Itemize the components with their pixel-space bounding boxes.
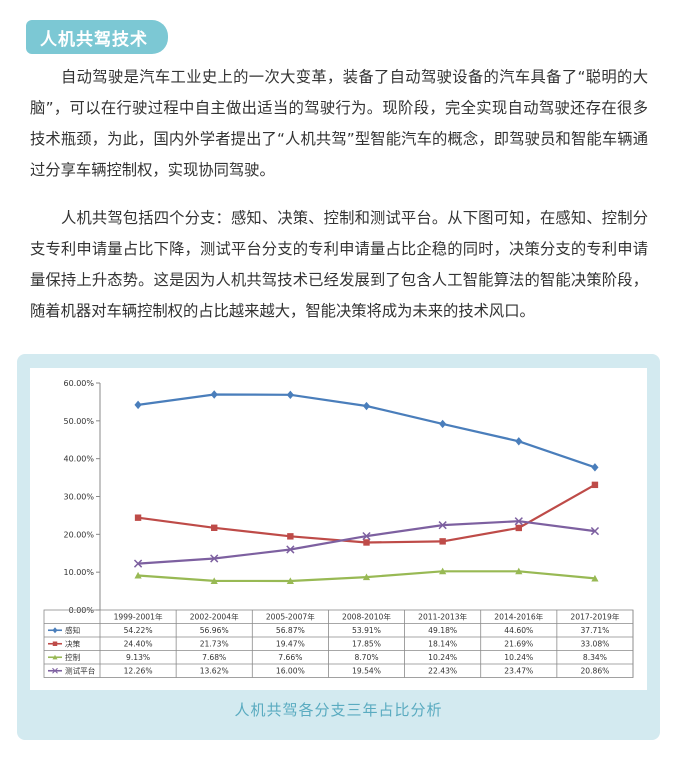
- x-tick-label: 2005-2007年: [266, 612, 315, 622]
- data-label: 37.71%: [580, 626, 609, 635]
- data-label: 21.69%: [504, 640, 533, 649]
- data-point: [211, 524, 218, 531]
- data-point: [591, 574, 599, 582]
- data-point: [515, 437, 523, 446]
- data-point: [439, 419, 447, 429]
- legend-label: 控制: [65, 652, 81, 662]
- data-label: 7.66%: [278, 653, 302, 662]
- legend-key-marker: [52, 654, 58, 660]
- data-point: [362, 401, 371, 411]
- y-tick-label: 40.00%: [63, 455, 94, 464]
- data-point: [439, 567, 447, 575]
- y-tick-label: 30.00%: [63, 493, 94, 502]
- y-tick-label: 20.00%: [63, 530, 94, 539]
- data-label: 17.85%: [352, 640, 381, 649]
- data-label: 10.24%: [504, 653, 533, 662]
- legend-key-marker: [52, 627, 58, 634]
- x-tick-label: 2002-2004年: [190, 612, 239, 622]
- data-label: 8.34%: [583, 653, 607, 662]
- figure-card: 60.00% 50.00% 40.00% 30.00% 20.00% 10.00% 0.00…: [17, 354, 660, 740]
- x-tick-label: 2017-2019年: [570, 612, 619, 622]
- chart-container: 60.00% 50.00% 40.00% 30.00% 20.00% 10.00% 0.00…: [30, 368, 647, 690]
- data-label: 10.24%: [428, 653, 457, 662]
- y-tick-label: 60.00%: [63, 379, 94, 388]
- paragraph-intro: 自动驾驶是汽车工业史上的一次大变革，装备了自动驾驶设备的汽车具备了“聪明的大脑”…: [30, 68, 648, 179]
- legend-label: 决策: [65, 639, 81, 649]
- data-label: 53.91%: [352, 626, 381, 635]
- data-label: 49.18%: [428, 626, 457, 635]
- data-label: 56.96%: [200, 626, 229, 635]
- data-point: [287, 533, 294, 540]
- section-heading: 人机共驾技术: [26, 20, 168, 54]
- data-point: [134, 514, 142, 521]
- data-point: [210, 390, 218, 399]
- data-point: [134, 400, 142, 410]
- data-label: 13.62%: [200, 667, 229, 676]
- data-point: [362, 573, 371, 581]
- data-label: 56.87%: [276, 626, 305, 635]
- data-point: [591, 463, 599, 472]
- data-point: [514, 517, 523, 526]
- data-point: [515, 567, 523, 575]
- data-label: 23.47%: [504, 667, 533, 676]
- data-point: [362, 531, 371, 541]
- y-tick-label: 50.00%: [63, 417, 94, 426]
- data-label: 19.54%: [352, 667, 381, 676]
- data-label: 24.40%: [124, 640, 153, 649]
- x-tick-label: 2014-2016年: [494, 612, 543, 622]
- x-tick-label: 1999-2001年: [114, 612, 163, 622]
- data-label: 18.14%: [428, 640, 457, 649]
- data-label: 21.73%: [200, 640, 229, 649]
- data-label: 54.22%: [124, 626, 153, 635]
- data-point: [286, 577, 294, 585]
- data-label: 33.08%: [580, 640, 609, 649]
- legend-label: 感知: [65, 625, 80, 635]
- data-point: [590, 526, 600, 536]
- figure-caption: 人机共驾各分支三年占比分析: [234, 701, 443, 719]
- data-point: [286, 545, 295, 554]
- data-point: [210, 577, 218, 584]
- legend-key-marker: [52, 667, 58, 674]
- data-point: [363, 539, 370, 546]
- data-label: 44.60%: [504, 626, 533, 635]
- data-point: [133, 559, 143, 568]
- data-label: 7.68%: [202, 653, 226, 662]
- data-point: [439, 538, 446, 545]
- legend-key-marker: [52, 641, 58, 646]
- data-label: 9.13%: [126, 653, 150, 662]
- data-label: 8.70%: [354, 653, 378, 662]
- data-point: [286, 390, 294, 400]
- data-label: 12.26%: [124, 667, 153, 676]
- data-label: 20.86%: [580, 667, 609, 676]
- y-tick-label: 10.00%: [63, 568, 94, 577]
- paragraph-branches: 人机共驾包括四个分支：感知、决策、控制和测试平台。从下图可知，在感知、控制分支专…: [30, 209, 648, 320]
- x-tick-label: 2011-2013年: [418, 612, 467, 622]
- data-point: [591, 481, 599, 489]
- x-tick-label: 2008-2010年: [342, 612, 391, 622]
- data-label: 19.47%: [276, 640, 305, 649]
- series-line: [137, 483, 596, 544]
- data-label: 22.43%: [428, 667, 457, 676]
- data-label: 16.00%: [276, 667, 305, 676]
- y-tick-label: 0.00%: [69, 606, 95, 615]
- data-point: [210, 554, 219, 563]
- data-point: [438, 521, 447, 530]
- data-point: [134, 571, 142, 579]
- legend-label: 测试平台: [65, 666, 96, 676]
- data-point: [515, 524, 522, 532]
- line-chart: 60.00% 50.00% 40.00% 30.00% 20.00% 10.00% 0.00…: [43, 379, 634, 678]
